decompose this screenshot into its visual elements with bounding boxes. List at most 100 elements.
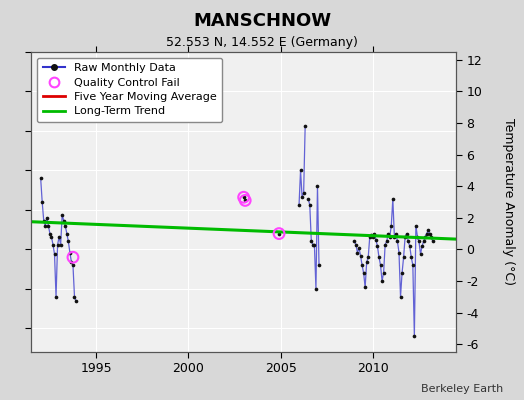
Point bbox=[359, 270, 368, 276]
Point bbox=[427, 234, 435, 240]
Text: MANSCHNOW: MANSCHNOW bbox=[193, 12, 331, 30]
Point bbox=[424, 227, 432, 234]
Point bbox=[404, 238, 412, 245]
Point bbox=[352, 242, 360, 248]
Point bbox=[372, 237, 380, 243]
Point bbox=[70, 294, 79, 300]
Point bbox=[383, 238, 391, 245]
Point bbox=[364, 254, 373, 260]
Point bbox=[313, 183, 322, 190]
Point bbox=[301, 123, 309, 130]
Point bbox=[66, 249, 74, 256]
Point bbox=[299, 189, 308, 196]
Point bbox=[310, 242, 319, 248]
Point bbox=[366, 234, 374, 240]
Point bbox=[305, 202, 314, 208]
Point bbox=[396, 294, 405, 300]
Point bbox=[412, 222, 420, 229]
Point bbox=[47, 234, 56, 240]
Point bbox=[41, 222, 49, 229]
Point bbox=[384, 230, 392, 237]
Point bbox=[356, 252, 365, 259]
Point bbox=[390, 234, 399, 240]
Point bbox=[361, 284, 369, 290]
Point bbox=[416, 251, 424, 257]
Point bbox=[398, 270, 406, 276]
Point bbox=[425, 230, 434, 237]
Y-axis label: Temperature Anomaly (°C): Temperature Anomaly (°C) bbox=[501, 118, 515, 286]
Point bbox=[410, 333, 419, 340]
Point bbox=[309, 242, 317, 248]
Point bbox=[241, 197, 249, 204]
Point bbox=[386, 234, 394, 240]
Point bbox=[378, 278, 386, 284]
Point bbox=[402, 230, 411, 237]
Point bbox=[275, 230, 283, 237]
Point bbox=[401, 234, 409, 240]
Point bbox=[315, 262, 323, 268]
Point bbox=[63, 230, 71, 237]
Point bbox=[389, 196, 397, 202]
Point bbox=[370, 230, 378, 237]
Point bbox=[69, 254, 77, 260]
Point bbox=[418, 243, 426, 250]
Point bbox=[421, 234, 429, 240]
Point bbox=[44, 222, 52, 229]
Point bbox=[367, 232, 376, 238]
Point bbox=[60, 218, 68, 224]
Point bbox=[358, 262, 366, 268]
Point bbox=[415, 238, 423, 245]
Point bbox=[399, 254, 408, 260]
Point bbox=[57, 242, 65, 248]
Point bbox=[387, 222, 396, 229]
Point bbox=[406, 243, 414, 250]
Point bbox=[46, 230, 54, 237]
Point bbox=[413, 234, 422, 240]
Point bbox=[307, 238, 315, 245]
Point bbox=[312, 286, 320, 292]
Point bbox=[295, 202, 303, 208]
Legend: Raw Monthly Data, Quality Control Fail, Five Year Moving Average, Long-Term Tren: Raw Monthly Data, Quality Control Fail, … bbox=[37, 58, 222, 122]
Point bbox=[409, 262, 417, 268]
Point bbox=[67, 259, 75, 265]
Point bbox=[241, 197, 249, 204]
Point bbox=[58, 212, 67, 218]
Point bbox=[50, 251, 59, 257]
Point bbox=[422, 230, 431, 237]
Point bbox=[353, 249, 362, 256]
Point bbox=[61, 222, 70, 229]
Point bbox=[38, 199, 47, 205]
Point bbox=[64, 238, 72, 245]
Point bbox=[419, 238, 428, 245]
Point bbox=[275, 230, 283, 237]
Point bbox=[369, 234, 377, 240]
Point bbox=[393, 238, 401, 245]
Point bbox=[69, 262, 77, 268]
Point bbox=[304, 196, 312, 202]
Point bbox=[239, 194, 248, 200]
Point bbox=[373, 243, 381, 250]
Point bbox=[381, 242, 389, 248]
Point bbox=[298, 194, 307, 200]
Text: 52.553 N, 14.552 E (Germany): 52.553 N, 14.552 E (Germany) bbox=[166, 36, 358, 49]
Point bbox=[355, 244, 363, 251]
Point bbox=[379, 270, 388, 276]
Point bbox=[392, 230, 400, 237]
Point bbox=[49, 242, 57, 248]
Point bbox=[53, 242, 62, 248]
Text: Berkeley Earth: Berkeley Earth bbox=[421, 384, 503, 394]
Point bbox=[37, 175, 45, 182]
Point bbox=[376, 262, 385, 268]
Point bbox=[42, 214, 51, 221]
Point bbox=[429, 238, 437, 245]
Point bbox=[239, 194, 248, 200]
Point bbox=[39, 218, 48, 224]
Point bbox=[297, 167, 305, 174]
Point bbox=[375, 254, 383, 260]
Point bbox=[72, 298, 80, 305]
Point bbox=[407, 254, 416, 260]
Point bbox=[363, 259, 371, 265]
Point bbox=[395, 249, 403, 256]
Point bbox=[52, 294, 60, 300]
Point bbox=[55, 234, 63, 240]
